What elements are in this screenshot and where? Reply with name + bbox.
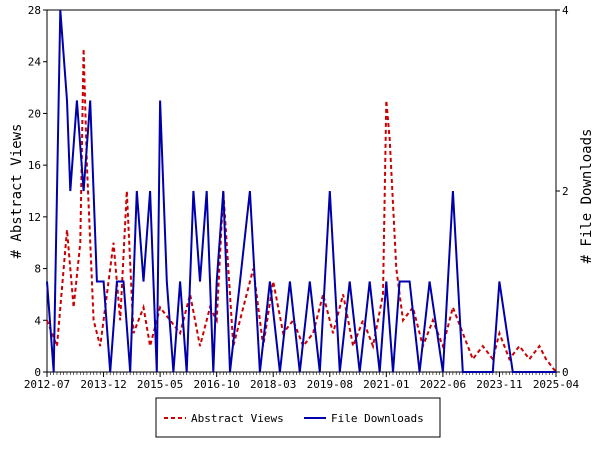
plot-area: [46, 9, 557, 373]
x-tick-label: 2016-10: [193, 378, 239, 391]
series-line-file-downloads: [46, 9, 556, 373]
series-line-abstract-views: [46, 48, 557, 373]
x-tick-label: 2021-01: [363, 378, 409, 391]
legend-label-file-downloads: File Downloads: [331, 412, 424, 425]
series-layer: [46, 9, 557, 373]
y-left-axis-label: # Abstract Views: [9, 124, 25, 259]
y-right-axis-label: # File Downloads: [579, 129, 595, 264]
y-left-tick-label: 4: [34, 314, 41, 327]
y-left-tick-label: 16: [28, 159, 41, 172]
legend: Abstract Views File Downloads: [155, 397, 441, 438]
y-left-tick-label: 12: [28, 211, 41, 224]
y-left-tick-label: 8: [34, 263, 41, 276]
x-tick-label: 2022-06: [420, 378, 466, 391]
y-right-tick-label: 4: [562, 4, 569, 17]
x-tick-label: 2019-08: [307, 378, 353, 391]
x-tick-label: 2018-03: [250, 378, 296, 391]
y-right-tick-label: 0: [562, 366, 569, 379]
y-right-tick-label: 2: [562, 185, 569, 198]
x-axis-ticks: 2012-07 2013-12 2015-05 2016-10 2018-03 2019-…: [24, 372, 580, 391]
x-tick-label: 2025-04: [533, 378, 580, 391]
x-tick-label: 2023-11: [476, 378, 522, 391]
x-axis-minor-ticks: [46, 372, 557, 375]
x-tick-label: 2013-12: [80, 378, 126, 391]
legend-label-abstract-views: Abstract Views: [191, 412, 284, 425]
right-axis-ticks: 0 2 4: [556, 4, 569, 379]
y-left-tick-label: 28: [28, 4, 41, 17]
y-left-tick-label: 0: [34, 366, 41, 379]
legend-box: [155, 397, 441, 438]
y-left-tick-label: 24: [28, 56, 42, 69]
x-tick-label: 2012-07: [24, 378, 70, 391]
y-left-tick-label: 20: [28, 107, 41, 120]
left-axis-ticks: 0 4 8 12 16 20 24 28: [28, 4, 47, 379]
x-tick-label: 2015-05: [137, 378, 183, 391]
